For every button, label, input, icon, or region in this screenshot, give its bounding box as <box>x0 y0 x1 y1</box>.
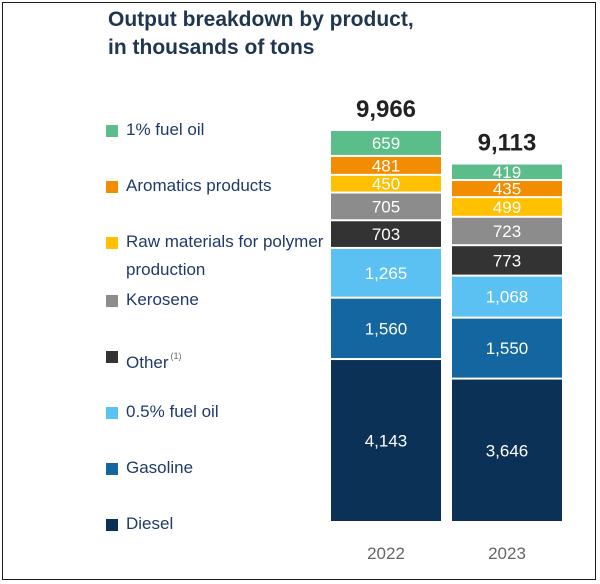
bar-segment <box>452 318 562 378</box>
legend-swatch <box>106 181 118 193</box>
legend-swatch <box>106 351 118 363</box>
bar-segment <box>331 360 441 521</box>
legend-label: 1% fuel oil <box>126 120 205 139</box>
chart-title-line-2: in thousands of tons <box>108 36 315 59</box>
legend-label: Diesel <box>126 514 174 533</box>
bar-value-label: 3,646 <box>486 441 529 460</box>
bar-value-label: 723 <box>493 222 521 241</box>
bar-segment <box>331 193 441 220</box>
bar-segment <box>331 156 441 174</box>
legend-label: 0.5% fuel oil <box>126 402 219 421</box>
legend-swatch <box>106 125 118 137</box>
bar-value-label: 659 <box>372 134 400 153</box>
legend-swatch <box>106 407 118 419</box>
legend-label: Gasoline <box>126 458 194 477</box>
legend-swatch <box>106 295 118 307</box>
bar-value-label: 481 <box>372 156 400 175</box>
legend-item-diesel: Diesel <box>106 514 173 538</box>
x-tick-label: 2022 <box>367 544 405 563</box>
bar-total-label: 9,113 <box>478 130 537 157</box>
bar-value-label: 1,265 <box>365 264 408 283</box>
legend-item-gasoline: Gasoline <box>106 458 193 482</box>
bar-value-label: 1,068 <box>486 288 529 307</box>
legend-item-kerosene: Kerosene <box>106 290 199 314</box>
bar-value-label: 773 <box>493 251 521 270</box>
bar-value-label: 450 <box>372 175 400 194</box>
bar-segment <box>452 246 562 275</box>
bar-value-label: 705 <box>372 197 400 216</box>
bar-value-label: 1,560 <box>365 319 408 338</box>
bar-segment <box>331 298 441 359</box>
bar-value-label: 499 <box>493 198 521 217</box>
bar-segment <box>452 379 562 521</box>
bar-segment <box>331 131 441 155</box>
bar-value-label: 419 <box>493 163 521 182</box>
legend-swatch <box>106 463 118 475</box>
bar-value-label: 435 <box>493 180 521 199</box>
bar-segment <box>452 276 562 317</box>
legend-label: Aromatics products <box>126 176 272 195</box>
legend-label: Kerosene <box>126 290 199 309</box>
legend-item-raw-materials: Raw materials for polymer production <box>106 232 326 284</box>
bar-value-label: 703 <box>372 225 400 244</box>
legend-label-text: Other <box>126 353 169 372</box>
bar-segment <box>452 164 562 180</box>
legend-label: Raw materials for polymer production <box>126 232 324 279</box>
chart-title: Output breakdown by product, in thousand… <box>108 6 414 62</box>
legend-item-other: Other (1) <box>106 346 182 377</box>
bar-value-label: 1,550 <box>486 339 529 358</box>
legend-item-1pct-fuel-oil: 1% fuel oil <box>106 120 204 144</box>
chart-title-line-1: Output breakdown by product, <box>108 8 414 31</box>
bar-segment <box>331 175 441 192</box>
footnote-marker: (1) <box>170 351 182 361</box>
legend-item-aromatics-products: Aromatics products <box>106 176 272 200</box>
legend-swatch <box>106 237 118 249</box>
bar-segment <box>452 217 562 245</box>
bar-value-label: 4,143 <box>365 432 408 451</box>
bar-segment <box>452 181 562 197</box>
x-tick-label: 2023 <box>488 544 526 563</box>
bar-segment <box>331 248 441 297</box>
chart-frame <box>2 2 596 580</box>
bar-total-label: 9,966 <box>356 96 416 123</box>
legend-swatch <box>106 519 118 531</box>
legend-item-05pct-fuel-oil: 0.5% fuel oil <box>106 402 219 426</box>
bar-segment <box>331 221 441 247</box>
legend-label: Other (1) <box>126 342 182 377</box>
bar-segment <box>452 198 562 216</box>
